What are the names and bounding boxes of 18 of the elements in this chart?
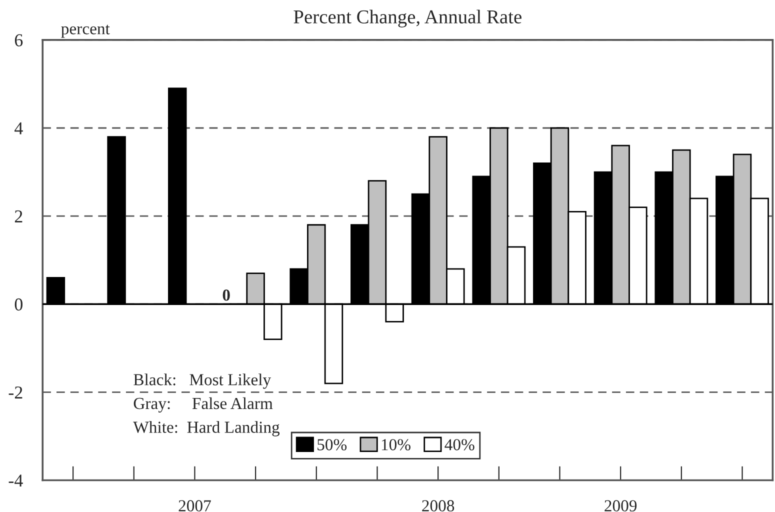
y-tick-label: 0 bbox=[14, 298, 22, 311]
data-label: 0 bbox=[222, 289, 230, 301]
y-tick-label: 6 bbox=[14, 34, 23, 46]
legend-label: 40% bbox=[444, 439, 474, 450]
x-tick-label: 2007 bbox=[178, 500, 211, 512]
y-tick-label: -4 bbox=[8, 474, 23, 487]
legend-label: 50% bbox=[318, 439, 347, 450]
x-tick-label: 2008 bbox=[422, 500, 454, 512]
y-tick-label: 4 bbox=[14, 122, 23, 134]
x-tick-label: 2009 bbox=[604, 500, 637, 512]
chart-title: Percent Change, Annual Rate bbox=[294, 10, 522, 28]
y-axis-title: percent bbox=[61, 24, 110, 38]
y-tick-label: -2 bbox=[8, 386, 22, 398]
y-tick-label: 2 bbox=[14, 210, 22, 222]
annotation: White: Hard Landing bbox=[133, 421, 280, 436]
annotation: Gray: False Alarm bbox=[134, 397, 273, 413]
annotation: Black: Most Likely bbox=[134, 374, 272, 389]
legend-label: 10% bbox=[382, 439, 410, 450]
